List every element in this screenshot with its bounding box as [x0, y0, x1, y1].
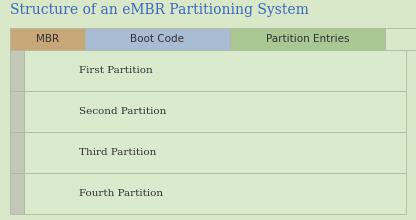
Text: Second Partition: Second Partition [79, 107, 166, 116]
Bar [10, 28, 85, 50]
Bar [385, 28, 416, 50]
Bar [10, 132, 24, 173]
Bar [10, 91, 24, 132]
Text: Boot Code: Boot Code [131, 34, 185, 44]
Bar [85, 28, 230, 50]
Text: Structure of an eMBR Partitioning System: Structure of an eMBR Partitioning System [10, 3, 309, 17]
Bar [10, 173, 24, 214]
Bar [230, 28, 385, 50]
Bar [10, 50, 24, 91]
Text: MBR: MBR [36, 34, 59, 44]
Text: Partition Entries: Partition Entries [266, 34, 349, 44]
Bar [24, 50, 406, 91]
Text: Fourth Partition: Fourth Partition [79, 189, 163, 198]
Text: Third Partition: Third Partition [79, 148, 156, 157]
Bar [24, 173, 406, 214]
Bar [24, 91, 406, 132]
Text: First Partition: First Partition [79, 66, 153, 75]
Bar [24, 132, 406, 173]
